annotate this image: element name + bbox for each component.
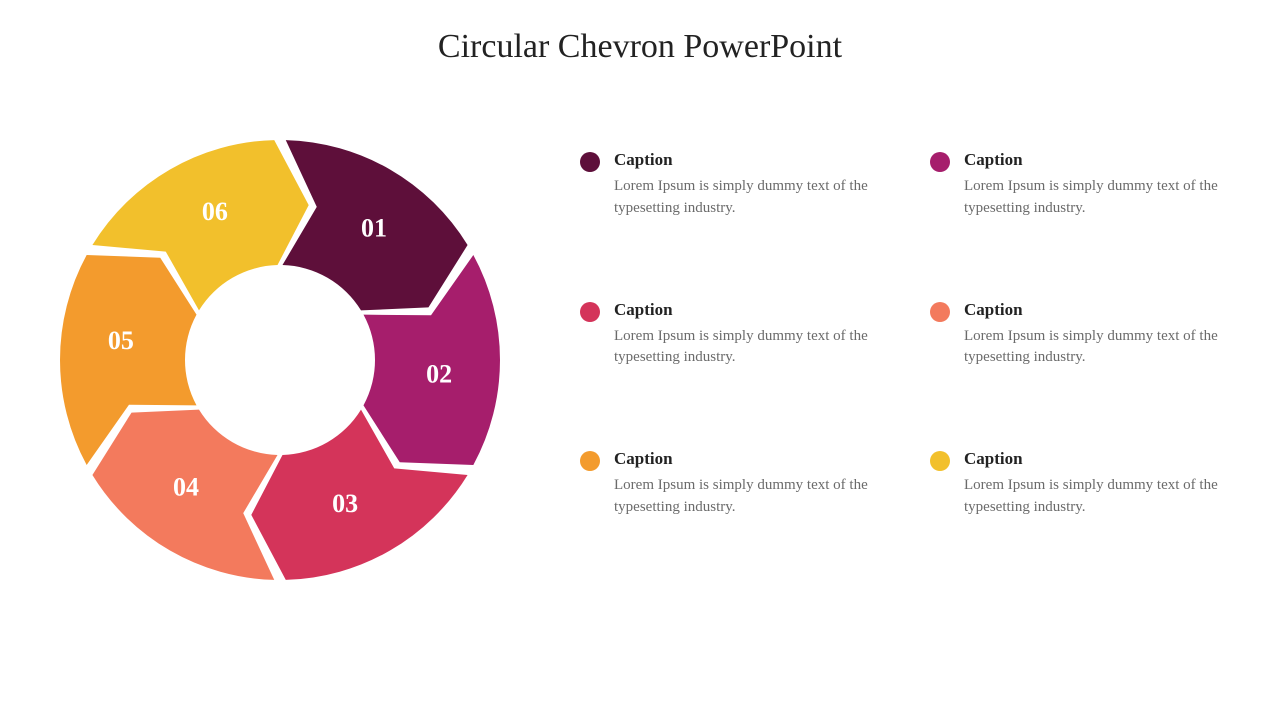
caption-body: Lorem Ipsum is simply dummy text of the … [614,326,890,370]
caption-title: Caption [614,449,890,469]
bullet-icon [580,152,600,172]
bullet-icon [930,152,950,172]
bullet-icon [930,451,950,471]
caption-body: Lorem Ipsum is simply dummy text of the … [964,475,1240,519]
caption-body: Lorem Ipsum is simply dummy text of the … [614,475,890,519]
caption-body: Lorem Ipsum is simply dummy text of the … [614,176,890,220]
caption-text: Caption Lorem Ipsum is simply dummy text … [964,300,1240,370]
caption-item: Caption Lorem Ipsum is simply dummy text … [930,449,1240,519]
segment-label-03: 03 [332,489,358,518]
captions-grid: Caption Lorem Ipsum is simply dummy text … [580,150,1240,519]
caption-text: Caption Lorem Ipsum is simply dummy text … [614,150,890,220]
segment-label-04: 04 [173,472,199,501]
segment-label-05: 05 [108,326,134,355]
caption-title: Caption [964,300,1240,320]
bullet-icon [580,451,600,471]
caption-body: Lorem Ipsum is simply dummy text of the … [964,176,1240,220]
caption-item: Caption Lorem Ipsum is simply dummy text … [580,300,890,370]
caption-text: Caption Lorem Ipsum is simply dummy text … [964,150,1240,220]
caption-body: Lorem Ipsum is simply dummy text of the … [964,326,1240,370]
caption-item: Caption Lorem Ipsum is simply dummy text … [580,449,890,519]
caption-title: Caption [614,300,890,320]
segment-label-06: 06 [202,197,228,226]
circular-chevron-chart: 01 02 03 04 05 06 [40,120,520,600]
caption-text: Caption Lorem Ipsum is simply dummy text … [964,449,1240,519]
caption-item: Caption Lorem Ipsum is simply dummy text … [930,300,1240,370]
caption-text: Caption Lorem Ipsum is simply dummy text … [614,449,890,519]
bullet-icon [930,302,950,322]
caption-title: Caption [964,449,1240,469]
segment-label-02: 02 [426,360,452,389]
caption-item: Caption Lorem Ipsum is simply dummy text … [930,150,1240,220]
bullet-icon [580,302,600,322]
segment-label-01: 01 [361,214,387,243]
caption-item: Caption Lorem Ipsum is simply dummy text … [580,150,890,220]
caption-text: Caption Lorem Ipsum is simply dummy text … [614,300,890,370]
caption-title: Caption [614,150,890,170]
caption-title: Caption [964,150,1240,170]
page-title: Circular Chevron PowerPoint [0,28,1280,66]
